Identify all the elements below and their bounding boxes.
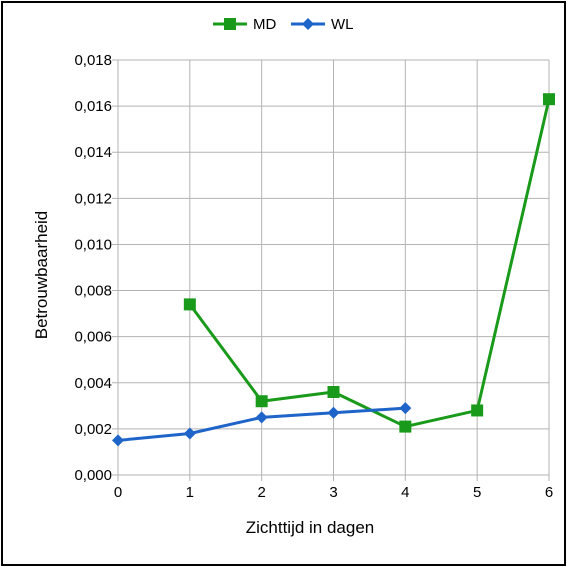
y-tick-label: 0,000 [74,467,112,484]
y-tick-label: 0,018 [74,52,112,69]
data-point-wl [327,406,340,419]
data-point-md [327,386,340,398]
series-line-md [188,98,551,429]
series-layer [112,93,555,447]
y-tick-label: 0,002 [74,421,112,438]
data-point-md [543,93,555,106]
gridlines [112,59,550,481]
y-tick-label: 0,010 [74,236,112,253]
x-tick-label: 3 [329,484,337,501]
y-tick-label: 0,016 [74,98,112,115]
data-point-md [255,395,268,408]
y-tick-label: 0,004 [74,375,112,392]
legend: MD WL [213,16,354,33]
data-point-wl [183,427,196,440]
x-tick-label: 6 [545,484,553,501]
x-tick-label: 2 [257,484,265,501]
y-tick-labels: 0,000 0,002 0,004 0,006 0,008 0,010 0,012 0,014… [74,52,112,484]
data-point-md [399,420,412,433]
legend-label-md: MD [253,16,276,33]
y-tick-label: 0,006 [74,329,112,346]
x-tick-label: 4 [401,484,409,501]
x-tick-label: 1 [186,484,194,501]
x-axis-title: Zichttijd in dagen [246,518,375,537]
data-point-wl [255,411,268,424]
data-point-wl [399,402,412,415]
data-point-md [471,404,484,417]
legend-label-wl: WL [331,16,354,33]
legend-marker-md [224,18,236,30]
data-point-wl [112,434,124,447]
x-tick-labels: 0 1 2 3 4 5 6 [114,484,553,501]
x-tick-label: 5 [473,484,481,501]
legend-marker-wl [302,18,314,30]
axes [117,60,549,476]
y-tick-label: 0,014 [74,144,112,161]
y-tick-label: 0,008 [74,283,112,300]
y-tick-label: 0,012 [74,190,112,207]
data-point-md [183,298,196,311]
x-tick-label: 0 [114,484,122,501]
y-axis-title: Betrouwbaarheid [32,211,51,340]
